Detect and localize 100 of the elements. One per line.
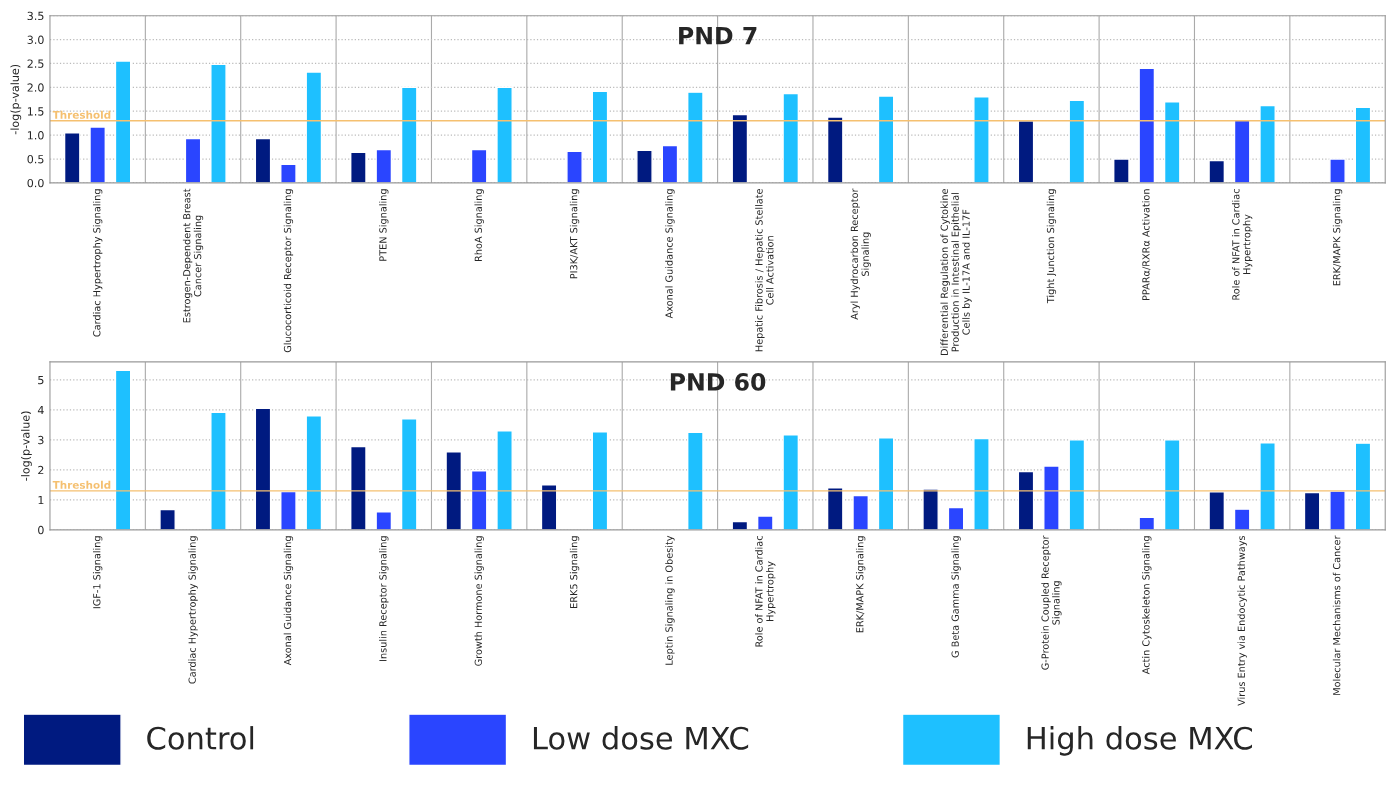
bar [947, 506, 965, 530]
ref-line-label: Threshold [52, 110, 111, 119]
bar [826, 116, 844, 183]
bar [159, 508, 176, 530]
bar [254, 407, 272, 530]
bar [89, 126, 106, 183]
bar [496, 430, 513, 530]
bar [1068, 439, 1086, 530]
bar [566, 150, 583, 183]
bar [687, 91, 704, 183]
bar [782, 434, 800, 530]
bar [400, 86, 418, 183]
bar [591, 431, 609, 530]
bar [1259, 442, 1276, 530]
bar [1017, 470, 1035, 530]
y-tick-label: 3 [38, 435, 44, 445]
x-tick-label: Tight Junction Signaling [1046, 189, 1057, 304]
bar [210, 63, 227, 183]
x-tick-label: ERK/MAPK Signaling [1332, 189, 1343, 286]
y-axis-title: -log(p-value) [21, 411, 32, 481]
bar [280, 163, 297, 183]
bar [305, 71, 323, 183]
bar [350, 151, 367, 183]
bar [782, 92, 800, 183]
bar [1354, 442, 1372, 530]
bar [731, 113, 749, 183]
bar [350, 445, 367, 530]
bar [973, 96, 990, 183]
y-tick-label: 1.0 [27, 131, 44, 140]
bar [1068, 99, 1086, 183]
legend-label: High dose MXC [1027, 726, 1252, 756]
x-tick-label: Virus Entry via Endocytic Pathways [1237, 535, 1247, 706]
y-tick-label: 5 [38, 376, 44, 385]
y-axis-title: -log(p-value) [10, 64, 22, 135]
x-tick-label: Cardiac Hypertrophy Signaling [92, 189, 103, 337]
x-tick-label: Differential Regulation of Cytokine Production in Intestinal Epithelial Cells by IL-17A and IL-17F [940, 188, 972, 355]
x-tick-label: Estrogen-Dependent Breast Cancer Signaling [182, 188, 204, 323]
bar [826, 487, 844, 530]
bar [591, 90, 609, 183]
bar [210, 411, 227, 530]
bar [877, 437, 895, 530]
x-tick-label: ERK5 Signaling [569, 536, 580, 608]
bar [661, 144, 679, 183]
bar [400, 418, 418, 530]
chart-title: PND 7 [679, 26, 757, 45]
bar [922, 488, 939, 530]
x-tick-label: Insulin Receptor Signaling [379, 536, 389, 661]
x-tick-label: Role of NFAT in Cardiac Hypertrophy [1232, 189, 1253, 300]
y-tick-label: 4 [37, 406, 44, 415]
y-tick-label: 3.0 [27, 35, 44, 44]
bar [852, 494, 869, 530]
x-tick-label: Role of NFAT in Cardiac Hypertrophy [755, 536, 776, 647]
x-tick-label: IGF-1 Signaling [92, 536, 103, 609]
y-tick-label: 0.0 [27, 178, 44, 188]
y-tick-label: 2 [38, 465, 44, 475]
bar [877, 95, 895, 183]
ref-line-label: Threshold [52, 480, 111, 489]
bar [375, 511, 393, 530]
x-tick-label: Growth Hormone Signaling [474, 536, 484, 666]
y-tick-label: 1.5 [27, 107, 44, 116]
x-tick-label: Aryl Hydrocarbon Receptor Signaling [850, 188, 871, 320]
x-tick-label: RhoA Signaling [474, 189, 484, 262]
x-tick-label: G Beta Gamma Signaling [951, 536, 961, 658]
x-tick-label: Leptin Signaling in Obesity [665, 535, 675, 665]
x-tick-label: Axonal Guidance Signaling [283, 536, 294, 666]
bar [1259, 104, 1276, 183]
bar [1163, 100, 1181, 183]
bar [375, 148, 393, 183]
bar [636, 149, 653, 183]
bar [184, 137, 202, 183]
bar [470, 470, 488, 530]
bar [1303, 491, 1321, 530]
bar [114, 60, 132, 183]
y-tick-label: 0 [38, 525, 44, 535]
bar [1233, 119, 1251, 183]
y-tick-label: 3.5 [27, 11, 44, 21]
bar [1329, 490, 1346, 530]
x-tick-label: ERK/MAPK Signaling [855, 536, 866, 633]
bar [1138, 67, 1156, 183]
x-tick-label: Glucocorticoid Receptor Signaling [283, 189, 294, 353]
bar [1208, 159, 1226, 183]
bar [1113, 158, 1130, 183]
x-tick-label: Axonal Guidance Signaling [665, 189, 675, 319]
legend-label: Low dose MXC [533, 726, 749, 750]
y-tick-label: 2.5 [27, 59, 44, 68]
legend-label: Control [147, 726, 254, 750]
bar [756, 515, 774, 530]
y-tick-label: 2.0 [27, 83, 44, 92]
bar [470, 148, 488, 183]
bar [1329, 158, 1346, 183]
bar [305, 415, 323, 530]
bar [540, 484, 558, 530]
bar [1138, 516, 1156, 530]
bar [1233, 508, 1251, 530]
chart-title: PND 60 [670, 372, 766, 391]
x-tick-label: PPARα/RXRα Activation [1142, 189, 1151, 301]
bar [496, 86, 513, 183]
bar [63, 132, 81, 183]
x-tick-label: G-Protein Coupled Receptor Signaling [1041, 535, 1062, 670]
bar [114, 369, 132, 530]
